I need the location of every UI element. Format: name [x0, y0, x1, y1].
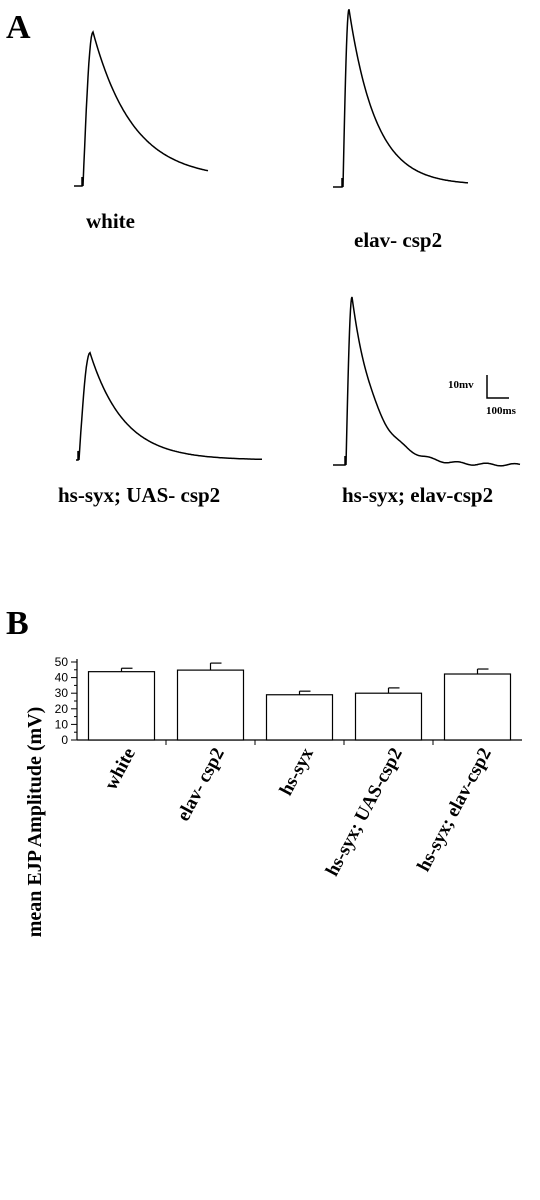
- x-category-label: elav- csp2: [173, 744, 229, 824]
- y-tick-label: 10: [55, 717, 69, 731]
- y-tick-label: 20: [55, 702, 69, 716]
- y-axis-label: mean EJP Amplitude (mV): [24, 707, 46, 938]
- scale-bar: [486, 375, 509, 399]
- y-tick-label: 30: [55, 686, 69, 700]
- ejp-trace-3: [76, 351, 262, 461]
- bar: [176, 669, 245, 741]
- bar: [87, 671, 156, 741]
- y-tick-label: 50: [55, 655, 69, 669]
- bar: [443, 673, 512, 741]
- trace-label-white: white: [86, 209, 135, 233]
- panel-a-letter: A: [6, 9, 31, 46]
- x-category-label: hs-syx; elav-csp2: [413, 744, 496, 875]
- scale-bar-time-label: 100ms: [486, 405, 517, 417]
- ejp-trace-4: [333, 296, 521, 467]
- trace-label-hs-syx-uas-csp2: hs-syx; UAS- csp2: [58, 483, 220, 507]
- y-tick-label: 40: [55, 671, 69, 685]
- x-category-label: white: [101, 744, 140, 793]
- x-category-label: hs-syx: [276, 744, 319, 799]
- ejp-trace-1: [74, 30, 209, 187]
- x-category-label: hs-syx; UAS-csp2: [322, 744, 407, 879]
- ejp-traces: [74, 9, 521, 467]
- trace-label-hs-syx-elav-csp2: hs-syx; elav-csp2: [342, 483, 493, 507]
- y-tick-label: 0: [61, 733, 68, 747]
- bar: [265, 694, 334, 741]
- bar: [354, 692, 423, 741]
- scale-bar-voltage-label: 10mv: [448, 379, 474, 391]
- panel-b-letter: B: [6, 605, 29, 642]
- ejp-trace-2: [333, 9, 469, 188]
- trace-label-elav-csp2: elav- csp2: [354, 228, 442, 252]
